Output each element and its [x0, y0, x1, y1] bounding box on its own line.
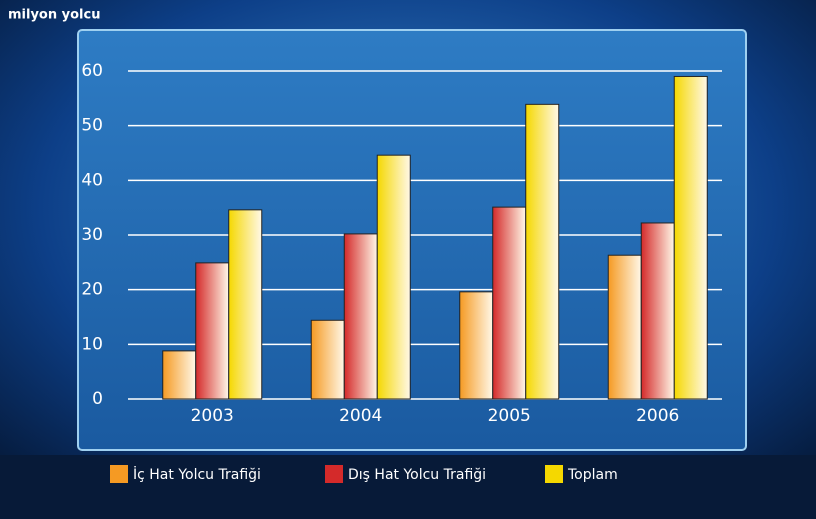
- bar: [640, 222, 675, 400]
- bar: [459, 291, 494, 400]
- bar: [607, 254, 642, 400]
- y-tick-label: 10: [81, 334, 103, 354]
- y-tick-label: 30: [81, 225, 103, 245]
- y-tick-label: 40: [81, 170, 103, 190]
- bar: [162, 350, 197, 400]
- bar: [310, 319, 345, 400]
- y-tick-label: 50: [81, 116, 103, 136]
- bar: [195, 262, 230, 400]
- x-tick-label: 2003: [191, 406, 234, 426]
- bar: [343, 233, 378, 400]
- legend-swatch: [325, 465, 343, 483]
- y-tick-label: 0: [92, 389, 103, 409]
- legend-label: İç Hat Yolcu Trafiği: [133, 465, 261, 483]
- bar: [228, 209, 263, 400]
- legend-label: Dış Hat Yolcu Trafiği: [348, 467, 486, 483]
- bar: [376, 154, 411, 400]
- x-tick-label: 2005: [488, 406, 531, 426]
- legend-swatch: [110, 465, 128, 483]
- x-tick-label: 2004: [339, 406, 382, 426]
- bar: [673, 75, 708, 400]
- bar: [525, 103, 560, 400]
- y-tick-label: 20: [81, 280, 103, 300]
- y-axis-title: milyon yolcu: [8, 8, 100, 23]
- bar: [492, 206, 527, 400]
- legend-swatch: [545, 465, 563, 483]
- y-tick-label: 60: [81, 61, 103, 81]
- legend-label: Toplam: [567, 467, 618, 483]
- x-tick-label: 2006: [636, 406, 679, 426]
- floor: [0, 455, 816, 519]
